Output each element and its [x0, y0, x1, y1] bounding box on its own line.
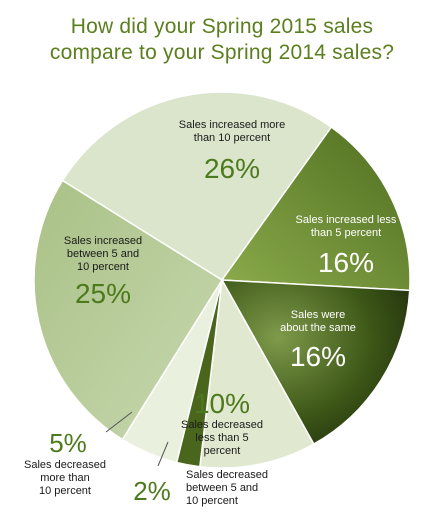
slice-label-decreased-more-10-line-3: 10 percent	[39, 485, 91, 497]
slice-percent-about-same: 16%	[290, 341, 346, 372]
slice-label-decreased-5-10-line-3: 10 percent	[186, 495, 238, 507]
slice-label-increased-5-10-line-1: Sales increased	[64, 235, 142, 247]
pie-slice-increased-more-10	[61, 91, 333, 282]
slice-label-decreased-less-5-line-3: percent	[204, 445, 241, 457]
slice-percent-increased-less-5: 16%	[318, 247, 374, 278]
chart-title-line-2: compare to your Spring 2014 sales?	[49, 41, 395, 64]
slice-label-increased-less-5-line-1: Sales increased less	[296, 214, 397, 226]
slice-percent-decreased-5-10: 2%	[133, 476, 171, 506]
slice-label-decreased-5-10-line-1: Sales decreased	[186, 469, 268, 481]
pie-slice-increased-5-10	[33, 179, 224, 441]
leader-line-2	[157, 441, 169, 467]
slice-percent-increased-more-10: 26%	[204, 153, 260, 184]
slice-percent-decreased-less-5: 10%	[194, 388, 250, 419]
pie-slice-decreased-less-5	[199, 277, 315, 469]
slice-label-about-same-line-1: Sales were	[291, 309, 345, 321]
slice-percent-decreased-more-10: 5%	[49, 428, 87, 458]
slice-label-about-same-line-2: about the same	[280, 322, 356, 334]
slice-label-increased-5-10-line-2: between 5 and	[67, 248, 139, 260]
slice-label-decreased-more-10-line-1: Sales decreased	[24, 459, 106, 471]
slice-label-increased-5-10-line-3: 10 percent	[77, 261, 129, 273]
chart-title: How did your Spring 2015 sales compare t…	[0, 14, 444, 66]
slice-label-increased-less-5-line-2: than 5 percent	[311, 227, 381, 239]
slice-label-decreased-less-5-line-1: Sales decreased	[181, 419, 263, 431]
slice-label-decreased-5-10-line-2: between 5 and	[186, 482, 258, 494]
pie-slice-about-same	[220, 279, 411, 446]
slice-label-increased-more-10-line-2: than 10 percent	[194, 132, 270, 144]
slice-label-decreased-less-5-line-2: less than 5	[195, 432, 248, 444]
slice-label-increased-more-10-line-1: Sales increased more	[179, 119, 285, 131]
pie-slice-increased-less-5	[220, 126, 411, 292]
slice-label-decreased-more-10-line-2: more than	[40, 472, 90, 484]
slice-percent-increased-5-10: 25%	[75, 278, 131, 309]
leader-line-1	[105, 411, 133, 433]
chart-title-line-1: How did your Spring 2015 sales	[70, 15, 374, 38]
